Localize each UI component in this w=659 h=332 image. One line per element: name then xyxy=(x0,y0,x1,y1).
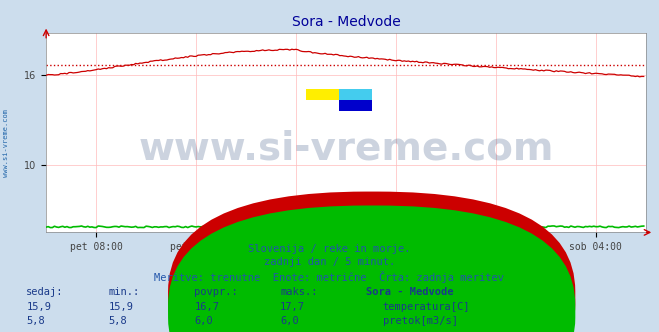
Text: 5,8: 5,8 xyxy=(26,316,45,326)
Text: maks.:: maks.: xyxy=(280,287,318,297)
Text: 6,0: 6,0 xyxy=(280,316,299,326)
Text: 17,7: 17,7 xyxy=(280,302,305,312)
Text: Slovenija / reke in morje.: Slovenija / reke in morje. xyxy=(248,244,411,254)
Text: www.si-vreme.com: www.si-vreme.com xyxy=(3,109,9,177)
Bar xyxy=(339,89,372,100)
Text: Sora - Medvode: Sora - Medvode xyxy=(366,287,453,297)
Text: pretok[m3/s]: pretok[m3/s] xyxy=(383,316,458,326)
Text: zadnji dan / 5 minut.: zadnji dan / 5 minut. xyxy=(264,257,395,267)
Bar xyxy=(339,100,372,111)
Text: www.si-vreme.com: www.si-vreme.com xyxy=(138,130,554,168)
Text: sedaj:: sedaj: xyxy=(26,287,64,297)
Bar xyxy=(306,89,339,100)
Text: min.:: min.: xyxy=(109,287,140,297)
Text: povpr.:: povpr.: xyxy=(194,287,238,297)
Title: Sora - Medvode: Sora - Medvode xyxy=(291,15,401,29)
Text: 5,8: 5,8 xyxy=(109,316,127,326)
Text: 15,9: 15,9 xyxy=(109,302,134,312)
Text: temperatura[C]: temperatura[C] xyxy=(383,302,471,312)
Text: 15,9: 15,9 xyxy=(26,302,51,312)
Text: 6,0: 6,0 xyxy=(194,316,213,326)
Text: Meritve: trenutne  Enote: metrične  Črta: zadnja meritev: Meritve: trenutne Enote: metrične Črta: … xyxy=(154,271,505,283)
Text: 16,7: 16,7 xyxy=(194,302,219,312)
